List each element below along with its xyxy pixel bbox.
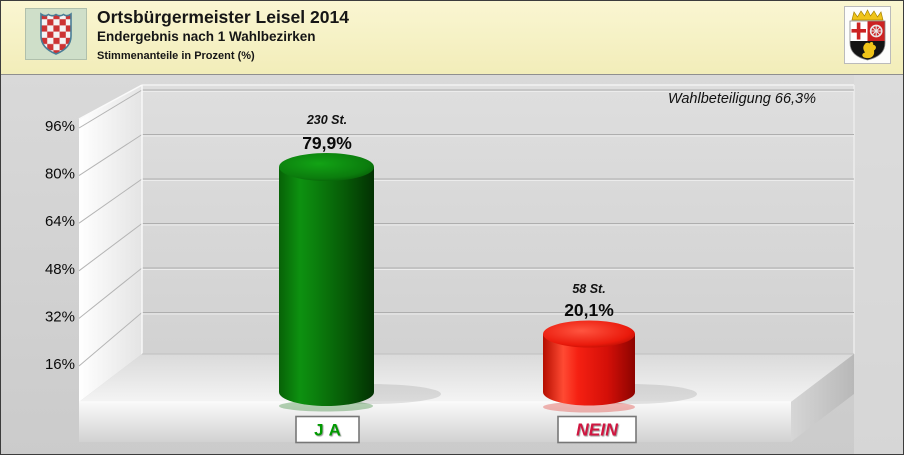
category-labels: JA NEIN (295, 415, 637, 444)
header: Ortsbürgermeister Leisel 2014 Endergebni… (1, 1, 903, 75)
turnout-label: Wahlbeteiligung 66,3% (668, 91, 816, 107)
page-note: Stimmenanteile in Prozent (%) (97, 50, 255, 62)
nein-value-label: 20,1% (564, 300, 614, 320)
floor-slab-front (79, 402, 791, 442)
ja-votes-label: 230 St. (306, 113, 347, 127)
back-wall (142, 85, 854, 354)
y-tick-32: 32% (45, 308, 75, 325)
y-tick-48: 48% (45, 261, 75, 278)
y-tick-80: 80% (45, 166, 75, 183)
plot-svg: 96% 80% 64% 48% 32% 16% Wahlbeteiligung … (1, 75, 903, 454)
floor-slab-right (791, 354, 854, 442)
ja-label-box (295, 415, 360, 444)
left-wall-gridlines (78, 84, 143, 367)
nein-label-box (557, 415, 637, 444)
bar-nein (543, 320, 635, 406)
y-tick-16: 16% (45, 356, 75, 373)
title-block: Ortsbürgermeister Leisel 2014 Endergebni… (97, 7, 349, 63)
bar-ja (279, 153, 374, 406)
right-margin (854, 75, 903, 454)
y-tick-96: 96% (45, 118, 75, 135)
y-axis: 96% 80% 64% 48% 32% 16% (45, 118, 75, 373)
nein-votes-label: 58 St. (572, 282, 605, 296)
ja-value-label: 79,9% (302, 133, 352, 153)
ja-category-label: JA (314, 421, 346, 440)
floor (79, 354, 854, 402)
nein-category-label: NEIN (576, 420, 618, 440)
nein-reflection (543, 401, 635, 413)
rheinland-pfalz-coat-of-arms-icon (844, 6, 891, 64)
bar-labels: 230 St. 79,9% 58 St. 20,1% (302, 113, 614, 320)
page-subtitle: Endergebnis nach 1 Wahlbezirken (97, 29, 316, 44)
leisel-coat-of-arms-icon (25, 8, 87, 60)
gridlines (142, 89, 854, 315)
left-wall (79, 85, 142, 402)
y-tick-64: 64% (45, 213, 75, 230)
page-title: Ortsbürgermeister Leisel 2014 (97, 7, 349, 27)
